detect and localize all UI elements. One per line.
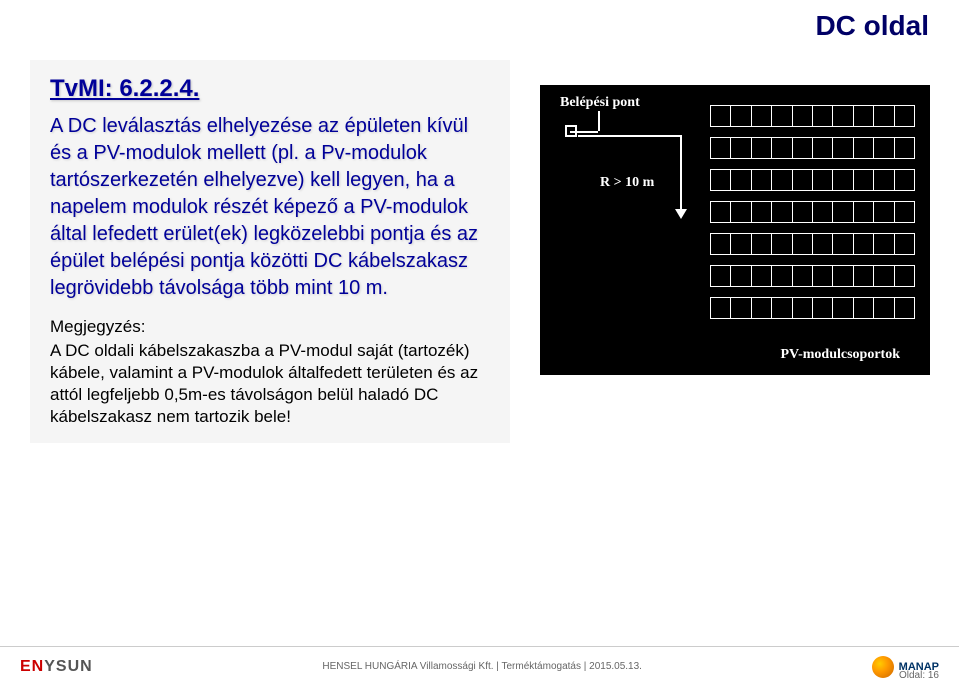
arrow-vertical (680, 135, 682, 215)
entry-point-label: Belépési pont (560, 95, 640, 111)
pv-cell (772, 138, 792, 158)
pv-cell (793, 234, 813, 254)
content-box: TvMI: 6.2.2.4. A DC leválasztás elhelyez… (30, 60, 510, 443)
pv-cell (793, 106, 813, 126)
pv-cell (711, 298, 731, 318)
pv-cell (711, 170, 731, 190)
entry-point-icon (565, 125, 577, 137)
pv-cell (813, 298, 833, 318)
pv-cell (895, 170, 914, 190)
pv-cell (854, 202, 874, 222)
pv-cell (895, 266, 914, 286)
footer-text: HENSEL HUNGÁRIA Villamossági Kft. | Term… (93, 661, 872, 672)
pv-cell (854, 234, 874, 254)
pv-cell (895, 298, 914, 318)
pv-cell (752, 234, 772, 254)
pv-cell (833, 234, 853, 254)
pv-cell (895, 138, 914, 158)
pv-diagram: Belépési pont R > 10 m PV-modulcsoportok (540, 85, 930, 375)
footer: ENYSUN HENSEL HUNGÁRIA Villamossági Kft.… (0, 646, 959, 686)
pv-cell (772, 298, 792, 318)
pv-row (710, 201, 915, 223)
pv-cell (793, 138, 813, 158)
pv-cell (772, 106, 792, 126)
pv-row (710, 105, 915, 127)
manap-icon (872, 656, 894, 678)
pv-cell (731, 138, 751, 158)
pv-cell (711, 266, 731, 286)
arrow-head-icon (675, 209, 687, 219)
pv-cell (752, 266, 772, 286)
pv-cell (711, 234, 731, 254)
pv-cell (813, 266, 833, 286)
module-group-label: PV-modulcsoportok (780, 347, 900, 363)
pv-cell (731, 202, 751, 222)
pv-cell (874, 298, 894, 318)
pv-cell (711, 202, 731, 222)
distance-label: R > 10 m (600, 175, 654, 191)
pv-cell (854, 138, 874, 158)
pv-cell (874, 138, 894, 158)
pv-cell (833, 202, 853, 222)
pv-cell (833, 266, 853, 286)
pv-cell (813, 170, 833, 190)
pv-cell (731, 234, 751, 254)
pv-cell (813, 234, 833, 254)
section-title: DC oldal (815, 10, 929, 42)
enysun-logo: ENYSUN (20, 658, 93, 676)
pv-module-grid (710, 105, 915, 329)
main-paragraph: A DC leválasztás elhelyezése az épületen… (50, 113, 490, 302)
pv-cell (793, 202, 813, 222)
pv-cell (793, 298, 813, 318)
pv-cell (833, 298, 853, 318)
pv-cell (874, 170, 894, 190)
pv-cell (813, 106, 833, 126)
pv-cell (854, 106, 874, 126)
pv-row (710, 233, 915, 255)
pv-cell (895, 106, 914, 126)
pv-cell (711, 106, 731, 126)
pv-cell (731, 266, 751, 286)
note-label: Megjegyzés: (50, 317, 490, 337)
tvmi-reference: TvMI: 6.2.2.4. (50, 75, 490, 103)
pv-cell (854, 298, 874, 318)
pv-cell (874, 266, 894, 286)
pv-cell (874, 202, 894, 222)
pv-cell (711, 138, 731, 158)
pv-row (710, 297, 915, 319)
pv-cell (813, 138, 833, 158)
pv-row (710, 169, 915, 191)
pv-cell (752, 170, 772, 190)
pv-cell (833, 170, 853, 190)
arrow-horizontal (578, 135, 682, 137)
pv-row (710, 265, 915, 287)
pv-cell (833, 138, 853, 158)
pv-cell (752, 106, 772, 126)
pv-row (710, 137, 915, 159)
pv-cell (895, 202, 914, 222)
pv-cell (854, 170, 874, 190)
pv-cell (752, 298, 772, 318)
note-text: A DC oldali kábelszakaszba a PV-modul sa… (50, 340, 490, 428)
pv-cell (731, 298, 751, 318)
pv-cell (874, 106, 894, 126)
pv-cell (752, 202, 772, 222)
note-box: Megjegyzés: A DC oldali kábelszakaszba a… (50, 317, 490, 428)
pv-cell (793, 266, 813, 286)
pv-cell (854, 266, 874, 286)
entry-line (598, 111, 600, 131)
pv-cell (895, 234, 914, 254)
pv-cell (772, 266, 792, 286)
pv-cell (731, 106, 751, 126)
page-number: Oldal: 16 (899, 670, 939, 681)
pv-cell (772, 234, 792, 254)
pv-cell (772, 170, 792, 190)
pv-cell (813, 202, 833, 222)
pv-cell (772, 202, 792, 222)
pv-cell (874, 234, 894, 254)
pv-cell (833, 106, 853, 126)
pv-cell (752, 138, 772, 158)
pv-cell (731, 170, 751, 190)
pv-cell (793, 170, 813, 190)
